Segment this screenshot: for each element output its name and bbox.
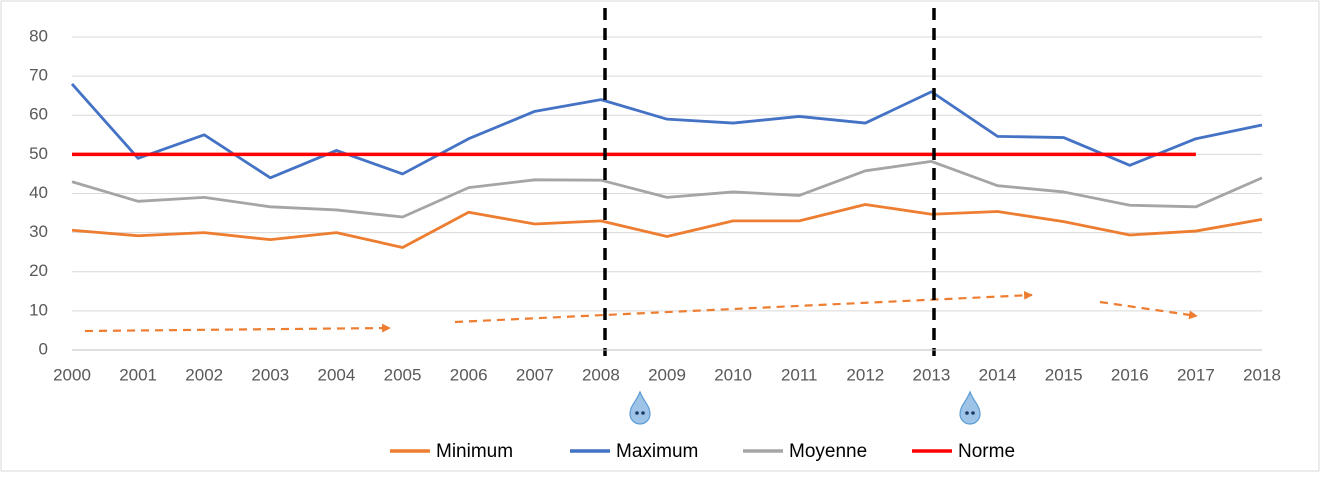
x-tick-label: 2014 — [979, 365, 1017, 384]
legend: Minimum Maximum Moyenne Norme — [390, 441, 1015, 462]
x-tick-label: 2015 — [1045, 365, 1083, 384]
legend-label: Moyenne — [789, 441, 867, 462]
x-tick-label: 2016 — [1111, 365, 1149, 384]
x-tick-label: 2018 — [1243, 365, 1281, 384]
x-tick-label: 2001 — [119, 365, 157, 384]
y-tick-label: 10 — [29, 300, 48, 319]
x-tick-label: 2010 — [714, 365, 752, 384]
legend-label: Norme — [958, 441, 1015, 462]
x-tick-label: 2003 — [251, 365, 289, 384]
x-tick-label: 2005 — [384, 365, 422, 384]
x-tick-label: 2012 — [846, 365, 884, 384]
series-line — [71, 160, 1263, 219]
axes: 0 10 20 30 40 50 60 70 80 2000 2001 2002 2003 2004 200… — [29, 26, 1281, 384]
x-tick-label: 2002 — [185, 365, 223, 384]
y-tick-label: 50 — [29, 144, 48, 163]
y-tick-label: 40 — [29, 183, 48, 202]
y-tick-label: 20 — [29, 261, 48, 280]
x-tick-label: 2011 — [781, 365, 818, 384]
y-tick-label: 30 — [29, 222, 48, 241]
trend-arrows — [84, 290, 1198, 333]
series-line — [70, 83, 1263, 180]
trend-arrow — [84, 323, 391, 333]
x-tick-label: 2000 — [53, 365, 91, 384]
legend-label: Maximum — [616, 441, 698, 462]
y-tick-label: 70 — [29, 66, 48, 85]
x-tick-label: 2008 — [582, 365, 620, 384]
series-line — [71, 203, 1263, 249]
trend-arrow — [1099, 300, 1198, 320]
y-tick-label: 80 — [29, 26, 48, 45]
trend-arrow — [454, 290, 1033, 324]
x-tick-label: 2007 — [516, 365, 554, 384]
x-tick-label: 2004 — [318, 365, 356, 384]
y-tick-label: 0 — [39, 339, 48, 358]
x-tick-label: 2006 — [450, 365, 488, 384]
lines — [70, 83, 1263, 249]
y-tick-label: 60 — [29, 105, 48, 124]
legend-label: Minimum — [436, 441, 513, 462]
markers — [603, 8, 936, 356]
x-tick-label: 2013 — [913, 365, 951, 384]
x-tick-label: 2017 — [1177, 365, 1215, 384]
x-tick-label: 2009 — [648, 365, 686, 384]
